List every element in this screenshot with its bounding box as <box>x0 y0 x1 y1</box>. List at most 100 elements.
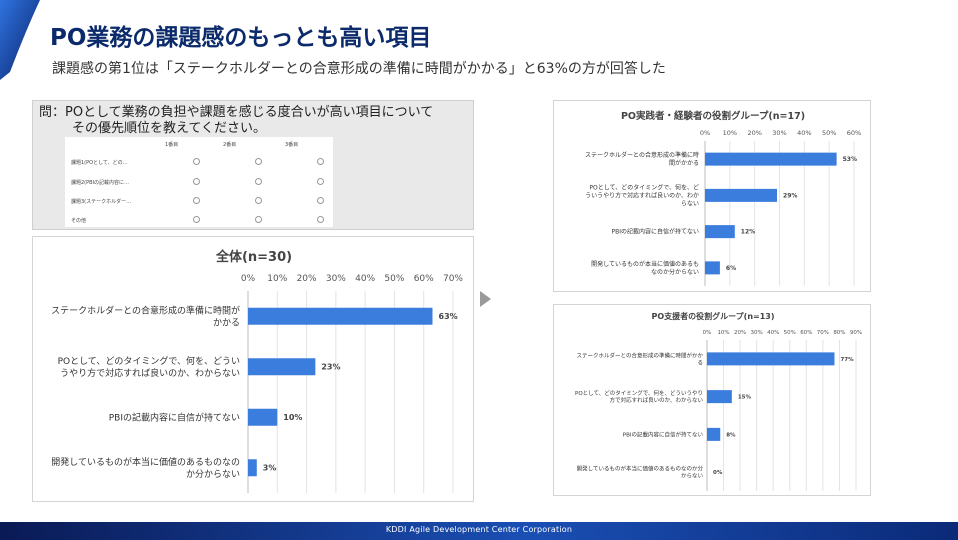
radio-option <box>193 178 200 185</box>
form-row-label: 課題3(ステークホルダー… <box>71 199 132 205</box>
page-subtitle: 課題感の第1位は「ステークホルダーとの合意形成の準備に時間がかかる」と63%の方… <box>52 61 666 77</box>
bar <box>248 307 433 325</box>
data-label: 29% <box>783 192 797 199</box>
chart-overall: 全体(n=30) 0% 10% 20% 30% 40% 50% 60% 70% 63% ステークホル… <box>32 236 474 502</box>
chart-supporters: PO支援者の役割グループ(n=13) 0% 10% 20% 30% 40% 50% 60% 70… <box>553 304 871 496</box>
radio-option <box>255 216 262 223</box>
bar <box>705 188 778 202</box>
category-label-line: ステークホルダーとの合意形成の準備に時 <box>585 151 699 159</box>
data-label: 53% <box>843 156 857 163</box>
category-label: 開発しているものが本当に価値のあるものなのか分からない <box>577 465 704 480</box>
x-tick-label: 30% <box>326 274 346 284</box>
x-tick-label: 50% <box>822 129 836 137</box>
form-column-header: 2番目 <box>223 142 237 148</box>
category-label: 開発しているものが本当に価値のあるものなのか分からない <box>51 456 240 480</box>
bar <box>705 225 735 239</box>
arrow-right-icon <box>480 291 491 307</box>
bar <box>707 390 732 404</box>
category-label-line: 開発しているものが本当に価値のあるものなの <box>51 456 240 468</box>
category-label-line: からない <box>681 473 704 480</box>
radio-option <box>255 158 262 165</box>
bar <box>707 352 835 366</box>
category-label-line: 方で対応すれば良いのか、わからない <box>610 396 704 404</box>
question-text: 問：POとして業務の負担や課題を感じる度合いが高い項目について その優先順位を教… <box>39 105 433 137</box>
category-label-line: POとして、どのタイミングで、何を、ど <box>589 183 699 191</box>
chart-practitioners-svg: PO実践者・経験者の役割グループ(n=17) 0% 10% 20% 30% 40% 50% 6… <box>585 110 861 286</box>
question-line-1: 問：POとして業務の負担や課題を感じる度合いが高い項目について <box>39 105 434 120</box>
x-tick-label: 0% <box>703 330 712 336</box>
x-tick-label: 40% <box>797 129 811 137</box>
radio-option <box>193 216 200 223</box>
x-tick-label: 70% <box>817 330 829 336</box>
category-label: 開発しているものが本当に価値のあるもなのか分からない <box>591 260 699 276</box>
radio-option <box>193 197 200 204</box>
category-label: ステークホルダーとの合意形成の準備に時間がかかる <box>577 351 704 366</box>
data-label: 0% <box>713 470 723 476</box>
radio-option <box>317 216 324 223</box>
bar <box>248 358 316 376</box>
question-line-2: その優先順位を教えてください。 <box>72 121 266 136</box>
radio-option <box>317 178 324 185</box>
question-screenshot: 問：POとして業務の負担や課題を感じる度合いが高い項目について その優先順位を教… <box>32 100 474 230</box>
data-label: 6% <box>726 265 736 272</box>
category-label-line: る <box>697 359 703 366</box>
x-tick-label: 10% <box>267 274 287 284</box>
x-tick-label: 60% <box>800 330 812 336</box>
data-label: 63% <box>439 312 458 321</box>
x-tick-label: 50% <box>784 330 796 336</box>
category-label-line: PBIの記載内容に自信が持てない <box>623 430 704 438</box>
category-label: PBIの記載内容に自信が持てない <box>109 411 240 423</box>
form-row-label: 課題2(PBIの記載内容に… <box>71 180 130 186</box>
radio-option <box>255 197 262 204</box>
data-label: 23% <box>321 363 340 372</box>
category-label: PBIの記載内容に自信が持てない <box>611 228 699 236</box>
category-label-line: 間がかかる <box>669 159 699 167</box>
data-label: 12% <box>741 229 755 236</box>
category-label: POとして、どのタイミングで、何を、どういうやり方で対応すれば良いのか、わからな… <box>575 389 703 404</box>
x-tick-label: 20% <box>734 330 746 336</box>
x-tick-label: 40% <box>355 274 375 284</box>
category-label: POとして、どのタイミングで、何を、どういうやり方で対応すれば良いのか、わからな… <box>585 183 699 207</box>
data-label: 77% <box>840 357 854 363</box>
bar <box>707 427 721 441</box>
category-label: POとして、どのタイミングで、何を、どういうやり方で対応すれば良いのか、わからな… <box>58 355 240 379</box>
x-tick-label: 70% <box>443 274 463 284</box>
category-label-line: PBIの記載内容に自信が持てない <box>109 411 240 423</box>
category-label-line: らない <box>681 200 699 207</box>
category-label-line: か分からない <box>186 469 240 480</box>
form-column-header: 1番目 <box>165 142 179 148</box>
data-label: 3% <box>263 464 277 473</box>
chart-supporters-svg: PO支援者の役割グループ(n=13) 0% 10% 20% 30% 40% 50% 60% 70… <box>575 311 862 491</box>
x-tick-label: 20% <box>747 129 761 137</box>
bar <box>248 459 257 477</box>
category-label-line: POとして、どのタイミングで、何を、どういうやり <box>575 389 703 397</box>
chart-title: PO支援者の役割グループ(n=13) <box>651 311 774 321</box>
data-label: 15% <box>738 395 752 401</box>
category-label-line: ういうやり方で対応すれば良いのか、わか <box>585 191 699 199</box>
bar <box>705 152 837 166</box>
radio-option <box>193 158 200 165</box>
category-label-line: かかる <box>213 317 240 328</box>
chart-title: PO実践者・経験者の役割グループ(n=17) <box>621 110 805 122</box>
category-label-line: うやり方で対応すれば良いのか、わからない <box>60 367 240 379</box>
chart-overall-svg: 全体(n=30) 0% 10% 20% 30% 40% 50% 60% 70% 63% ステークホル… <box>51 249 463 493</box>
category-label: ステークホルダーとの合意形成の準備に時間がかかる <box>51 304 240 328</box>
radio-option <box>255 178 262 185</box>
data-label: 8% <box>726 432 736 438</box>
x-tick-label: 40% <box>767 330 779 336</box>
category-label-line: POとして、どのタイミングで、何を、どうい <box>58 355 240 367</box>
data-label: 10% <box>283 413 302 422</box>
category-label-line: 開発しているものが本当に価値のあるも <box>591 260 699 268</box>
radio-option <box>317 158 324 165</box>
form-column-header: 3番目 <box>285 142 299 148</box>
x-tick-label: 60% <box>847 129 861 137</box>
footer-bar: KDDI Agile Development Center Corporatio… <box>0 522 958 540</box>
x-tick-label: 10% <box>723 129 737 137</box>
category-label-line: PBIの記載内容に自信が持てない <box>611 228 699 236</box>
category-label-line: ステークホルダーとの合意形成の準備に時間が <box>51 304 240 316</box>
x-tick-label: 30% <box>751 330 763 336</box>
bar <box>248 408 278 426</box>
x-tick-label: 30% <box>772 129 786 137</box>
category-label-line: なのか分からない <box>651 268 699 276</box>
